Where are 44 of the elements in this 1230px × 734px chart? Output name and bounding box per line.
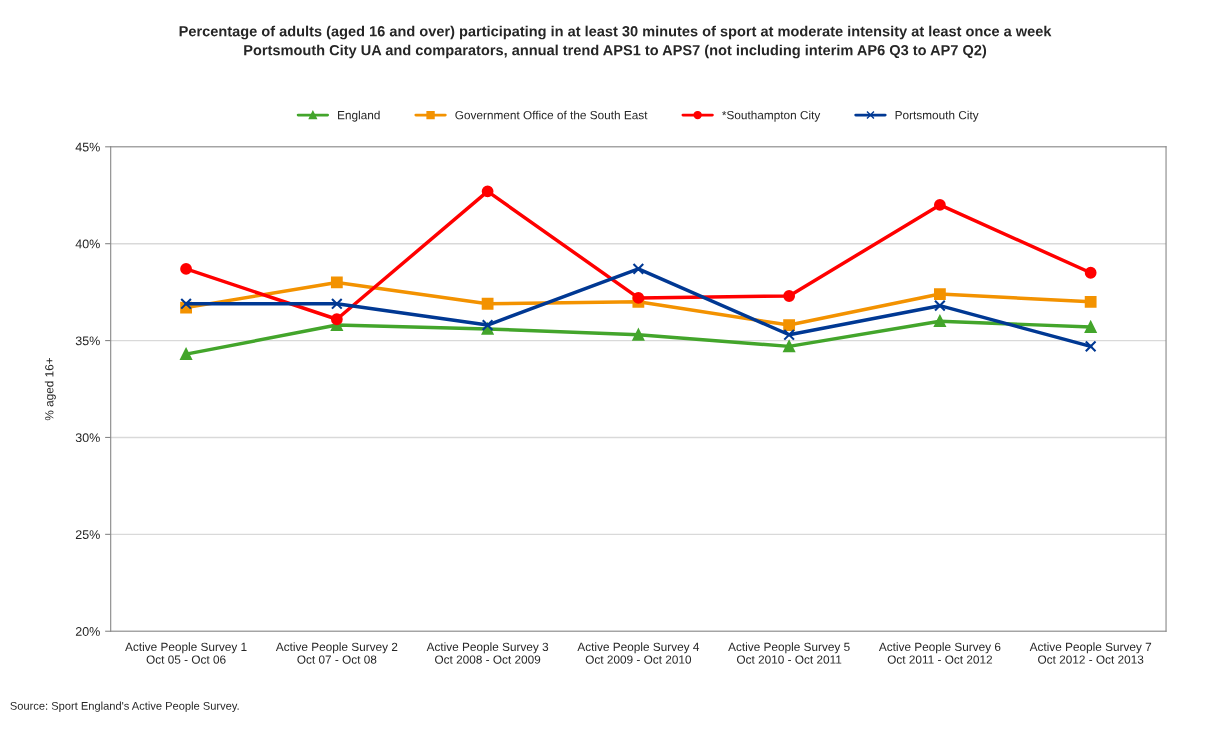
y-axis-title: % aged 16+ <box>44 357 56 421</box>
y-tick-label: 40% <box>75 239 100 249</box>
point <box>481 319 494 331</box>
legend-label: England <box>338 110 380 122</box>
point <box>783 328 796 341</box>
y-tick-label: 35% <box>75 336 100 346</box>
point <box>180 348 192 361</box>
x-tick-label: Active People Survey 7 Oct 2012 - Oct 2013 <box>1029 642 1152 664</box>
x-tick-label: Active People Survey 4 Oct 2009 - Oct 2010 <box>577 642 700 664</box>
point <box>1084 340 1097 353</box>
point <box>933 288 946 300</box>
point <box>632 262 645 275</box>
chart-title: Percentage of adults (aged 16 and over) participating in at least 30 minutes of sport at moderate intensity at least once a week Portsmouth City UA and comparators, annual trend APS1 to APS7 (not including interim AP6 Q3 to AP7 Q2) <box>179 25 1052 59</box>
point <box>632 292 645 304</box>
x-tick-label: Active People Survey 6 Oct 2011 - Oct 2012 <box>878 642 1001 664</box>
point <box>330 313 343 326</box>
point <box>783 340 796 353</box>
source-note: Source: Sport England's Active People Survey. <box>10 701 239 712</box>
point <box>1084 295 1097 308</box>
x-tick-label: Active People Survey 3 Oct 2008 - Oct 2009 <box>426 642 549 664</box>
point <box>481 185 494 198</box>
point <box>933 199 946 211</box>
point <box>783 290 796 302</box>
x-tick-label: Active People Survey 2 Oct 07 - Oct 08 <box>275 642 398 664</box>
legend-label: Portsmouth City <box>895 110 979 122</box>
point <box>180 262 192 275</box>
point <box>180 297 192 310</box>
point <box>933 299 946 312</box>
point <box>330 297 343 310</box>
point <box>1084 266 1097 279</box>
y-tick-label: 20% <box>75 627 100 636</box>
legend-label: *Southampton City <box>722 110 821 122</box>
x-tick-label: Active People Survey 1 Oct 05 - Oct 06 <box>125 642 247 664</box>
legend-label: Government Office of the South East <box>455 110 648 120</box>
y-tick-label: 45% <box>75 142 100 152</box>
point <box>632 328 645 341</box>
point <box>783 319 796 331</box>
point <box>1084 321 1097 333</box>
y-tick-label: 25% <box>75 530 100 539</box>
point <box>330 276 343 289</box>
y-tick-label: 30% <box>75 433 100 443</box>
x-tick-label: Active People Survey 5 Oct 2010 - Oct 2011 <box>728 642 850 664</box>
point <box>933 315 946 328</box>
point <box>481 297 494 310</box>
